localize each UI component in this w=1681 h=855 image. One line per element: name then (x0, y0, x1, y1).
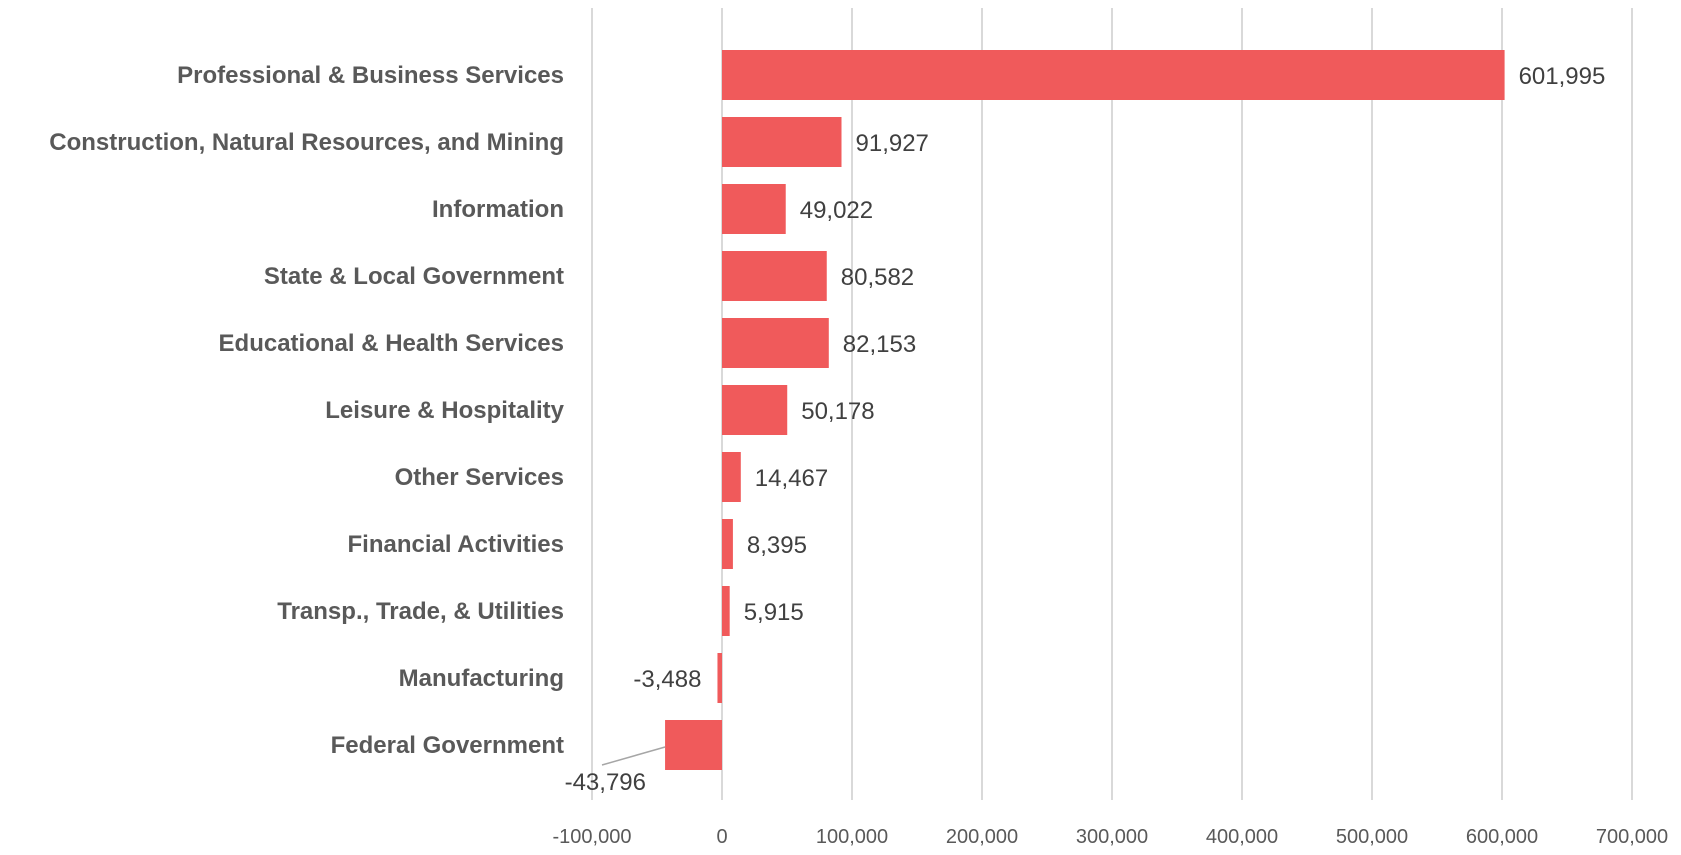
category-label: Federal Government (331, 732, 564, 759)
bar (717, 653, 722, 703)
value-label: -3,488 (633, 666, 701, 693)
value-label: 601,995 (1519, 63, 1606, 90)
x-tick-label: 200,000 (946, 826, 1018, 848)
bar (722, 50, 1505, 100)
category-label: Construction, Natural Resources, and Min… (49, 129, 564, 156)
value-label: 50,178 (801, 398, 874, 425)
x-tick-label: 300,000 (1076, 826, 1148, 848)
value-label: 14,467 (755, 465, 828, 492)
value-label: 49,022 (800, 197, 873, 224)
x-tick-label: 400,000 (1206, 826, 1278, 848)
value-label: 80,582 (841, 264, 914, 291)
value-label: 5,915 (744, 599, 804, 626)
category-label: Financial Activities (347, 531, 564, 558)
bar (722, 519, 733, 569)
category-label: Leisure & Hospitality (325, 397, 564, 424)
category-label: Manufacturing (399, 665, 564, 692)
x-tick-label: 600,000 (1466, 826, 1538, 848)
category-label: Other Services (395, 464, 564, 491)
bar (722, 318, 829, 368)
x-axis-tick-labels: -100,000 0 100,000 200,000 300,000 400,000 500… (553, 826, 1669, 848)
leader-line (601, 746, 666, 766)
x-tick-label: 0 (716, 826, 727, 848)
bar (722, 117, 842, 167)
value-label: -43,796 (565, 769, 646, 796)
value-label: 8,395 (747, 532, 807, 559)
category-labels: Professional & Business Services Construc… (49, 62, 564, 759)
bar (665, 720, 722, 770)
value-labels: 601,995 91,927 49,022 80,582 82,153 50,178 14,… (565, 63, 1606, 796)
value-label: 82,153 (843, 331, 916, 358)
x-tick-label: -100,000 (553, 826, 632, 848)
category-label: Professional & Business Services (177, 62, 564, 89)
category-label: Transp., Trade, & Utilities (277, 598, 564, 625)
x-tick-label: 500,000 (1336, 826, 1408, 848)
category-label: State & Local Government (264, 263, 564, 290)
category-label: Information (432, 196, 564, 223)
bars (665, 50, 1505, 770)
bar (722, 452, 741, 502)
bar (722, 385, 788, 435)
value-label: 91,927 (856, 130, 929, 157)
x-tick-label: 700,000 (1596, 826, 1668, 848)
bar (722, 184, 786, 234)
bar (722, 251, 827, 301)
category-label: Educational & Health Services (219, 330, 564, 357)
x-tick-label: 100,000 (816, 826, 888, 848)
bar (722, 586, 730, 636)
